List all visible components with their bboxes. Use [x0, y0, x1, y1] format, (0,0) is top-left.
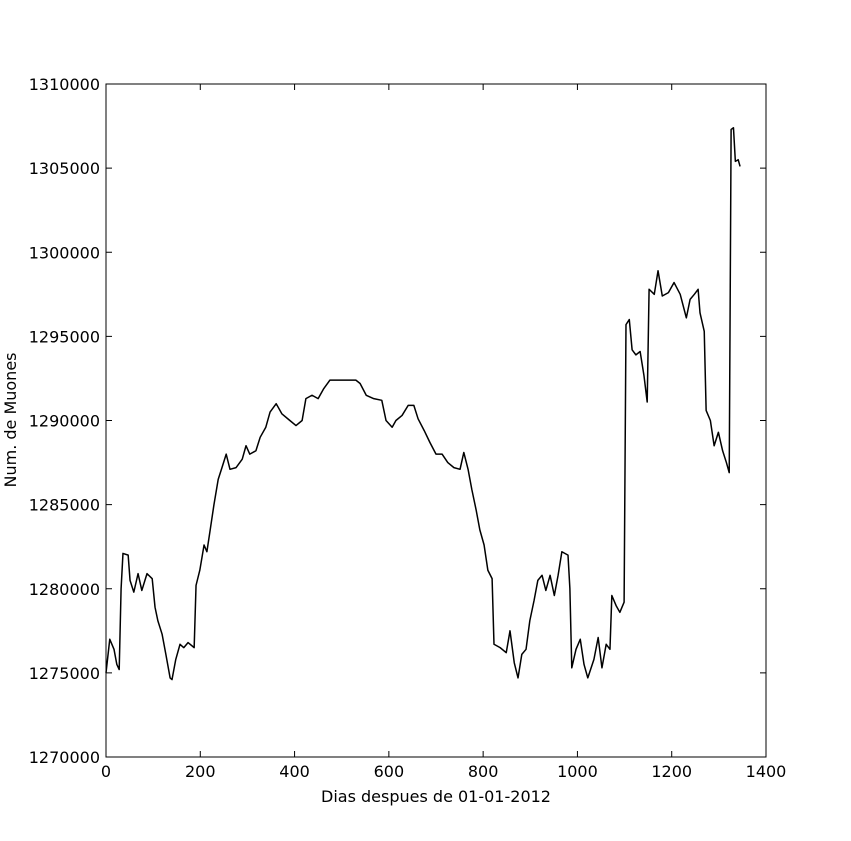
- x-tick-label: 1200: [651, 762, 692, 781]
- plot-frame: [105, 83, 767, 758]
- y-tick-label: 1280000: [29, 580, 100, 599]
- x-tick-label: 800: [468, 762, 499, 781]
- y-tick-label: 1290000: [29, 412, 100, 431]
- y-tick-label: 1295000: [29, 327, 100, 346]
- y-tick-label: 1310000: [29, 75, 100, 94]
- x-tick-label: 1400: [746, 762, 787, 781]
- y-tick-label: 1285000: [29, 496, 100, 515]
- y-tick-label: 1300000: [29, 243, 100, 262]
- x-axis-label: Dias despues de 01-01-2012: [321, 787, 551, 806]
- x-tick-label: 1000: [557, 762, 598, 781]
- y-tick-label: 1270000: [29, 748, 100, 767]
- x-tick-label: 600: [374, 762, 405, 781]
- y-axis-label: Num. de Muones: [1, 352, 20, 487]
- x-tick-label: 0: [101, 762, 111, 781]
- y-tick-label: 1305000: [29, 159, 100, 178]
- y-tick-label: 1275000: [29, 664, 100, 683]
- data-line: [105, 127, 741, 681]
- x-tick-label: 200: [185, 762, 216, 781]
- x-tick-label: 400: [279, 762, 310, 781]
